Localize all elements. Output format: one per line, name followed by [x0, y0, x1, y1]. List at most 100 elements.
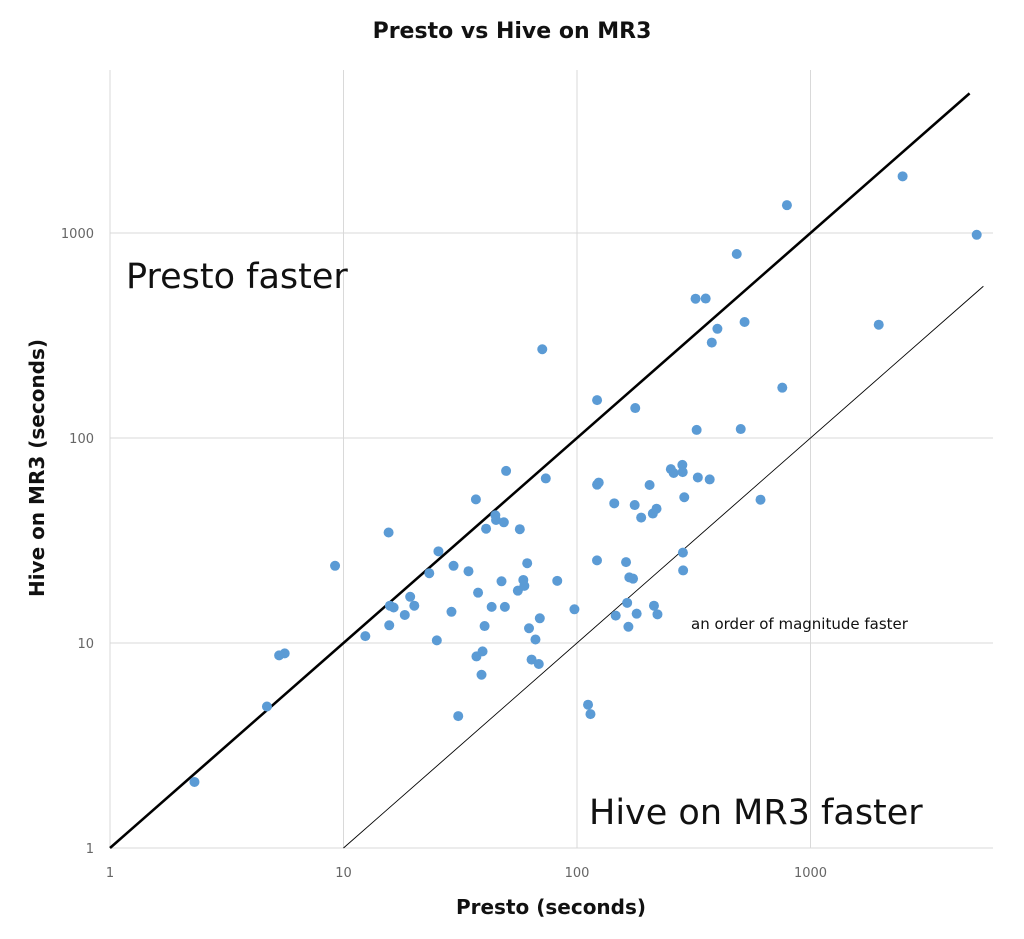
data-point [593, 477, 604, 488]
data-point [735, 424, 746, 435]
data-point [583, 699, 594, 710]
data-point [585, 709, 596, 720]
data-point [629, 500, 640, 511]
data-point [609, 498, 620, 509]
y-axis-title: Hive on MR3 (seconds) [25, 339, 49, 597]
data-point [491, 515, 502, 526]
data-point [470, 494, 481, 505]
data-point [644, 479, 655, 490]
data-point [446, 606, 457, 617]
data-point [677, 459, 688, 470]
reference-lines [109, 92, 984, 849]
annotation-presto-faster: Presto faster [126, 257, 348, 297]
data-point [537, 344, 548, 355]
data-point [621, 557, 632, 568]
data-point [330, 560, 341, 571]
data-point [496, 576, 507, 587]
annotation-hive-faster: Hive on MR3 faster [589, 793, 923, 833]
x-tick-label: 10 [335, 866, 352, 881]
data-point [519, 580, 530, 591]
data-point [261, 701, 272, 712]
data-point [524, 623, 535, 634]
data-point [592, 395, 603, 406]
data-point [431, 635, 442, 646]
data-point [651, 503, 662, 514]
data-point [679, 492, 690, 503]
y-tick-label: 100 [69, 432, 94, 447]
data-point [383, 527, 394, 538]
data-point [384, 620, 395, 631]
data-point [540, 473, 551, 484]
data-point [533, 658, 544, 669]
data-point [463, 566, 474, 577]
data-point [530, 634, 541, 645]
tick-labels: 1 10 100 1000 1 10 100 1000 [61, 227, 827, 881]
data-point [678, 565, 689, 576]
data-point [501, 465, 512, 476]
data-point [360, 631, 371, 642]
data-point [652, 609, 663, 620]
data-point [677, 547, 688, 558]
data-point [534, 613, 545, 624]
data-point [448, 560, 459, 571]
data-point [623, 621, 634, 632]
data-point [971, 229, 982, 240]
data-point [498, 517, 509, 528]
data-point [514, 524, 525, 535]
data-point [704, 474, 715, 485]
data-point [526, 654, 537, 665]
data-point [677, 467, 688, 478]
x-tick-label: 100 [565, 866, 590, 881]
data-point [755, 494, 766, 505]
order-of-magnitude-line [343, 285, 984, 849]
data-point [477, 646, 488, 657]
data-point [636, 512, 647, 523]
data-point [479, 621, 490, 632]
data-point [453, 711, 464, 722]
data-point [739, 317, 750, 328]
data-point [476, 669, 487, 680]
x-tick-label: 1000 [794, 866, 827, 881]
parity-line [109, 92, 971, 849]
data-point [388, 602, 399, 613]
x-tick-label: 1 [106, 866, 114, 881]
x-axis-title: Presto (seconds) [456, 895, 646, 919]
data-point [399, 609, 410, 620]
grid-layer [109, 70, 993, 849]
data-point [648, 600, 659, 611]
data-point [189, 776, 200, 787]
data-point [700, 293, 711, 304]
data-point [499, 601, 510, 612]
data-point [731, 248, 742, 259]
data-point [690, 293, 701, 304]
data-point [631, 608, 642, 619]
data-point [897, 171, 908, 182]
data-point [691, 424, 702, 435]
data-point [591, 555, 602, 566]
data-point [706, 337, 717, 348]
data-point [473, 587, 484, 598]
y-tick-label: 1000 [61, 227, 94, 242]
data-point [692, 472, 703, 483]
data-point [781, 200, 792, 211]
data-point [712, 323, 723, 334]
data-point [424, 568, 435, 579]
data-point [433, 546, 444, 557]
annotation-order-of-magnitude: an order of magnitude faster [691, 615, 909, 633]
data-point [481, 523, 492, 534]
data-point [409, 600, 420, 611]
data-point [873, 319, 884, 330]
data-points [189, 171, 982, 787]
data-point [486, 601, 497, 612]
data-point [630, 403, 641, 414]
data-point [628, 573, 639, 584]
data-point [622, 597, 633, 608]
data-point [777, 382, 788, 393]
data-point [668, 467, 679, 478]
data-point [522, 558, 533, 569]
chart-title: Presto vs Hive on MR3 [373, 19, 652, 44]
data-point [279, 648, 290, 659]
data-point [405, 591, 416, 602]
